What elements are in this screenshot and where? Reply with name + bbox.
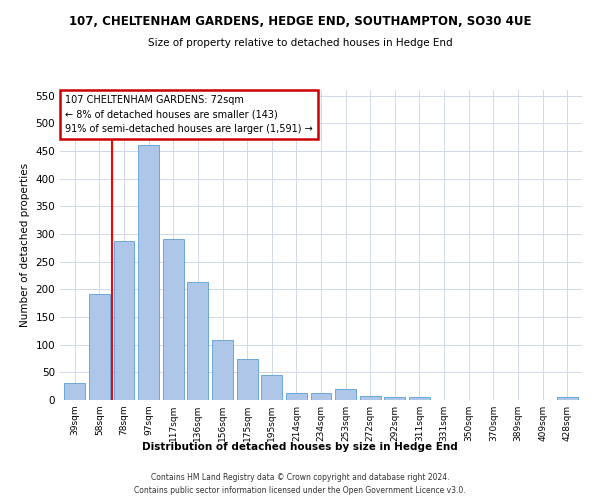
Text: 107, CHELTENHAM GARDENS, HEDGE END, SOUTHAMPTON, SO30 4UE: 107, CHELTENHAM GARDENS, HEDGE END, SOUT… [69, 15, 531, 28]
Bar [335, 389, 356, 400]
Bar [557, 397, 578, 400]
Bar [163, 240, 184, 400]
Text: Distribution of detached houses by size in Hedge End: Distribution of detached houses by size … [142, 442, 458, 452]
Text: Contains HM Land Registry data © Crown copyright and database right 2024.: Contains HM Land Registry data © Crown c… [151, 472, 449, 482]
Bar [138, 146, 159, 400]
Bar [187, 282, 208, 400]
Y-axis label: Number of detached properties: Number of detached properties [20, 163, 30, 327]
Bar [311, 394, 331, 400]
Text: Contains public sector information licensed under the Open Government Licence v3: Contains public sector information licen… [134, 486, 466, 495]
Bar [236, 359, 257, 400]
Bar [385, 396, 406, 400]
Bar [113, 241, 134, 400]
Bar [89, 294, 110, 400]
Bar [286, 394, 307, 400]
Bar [409, 397, 430, 400]
Text: 107 CHELTENHAM GARDENS: 72sqm
← 8% of detached houses are smaller (143)
91% of s: 107 CHELTENHAM GARDENS: 72sqm ← 8% of de… [65, 94, 313, 134]
Bar [261, 374, 282, 400]
Text: Size of property relative to detached houses in Hedge End: Size of property relative to detached ho… [148, 38, 452, 48]
Bar [360, 396, 381, 400]
Bar [212, 340, 233, 400]
Bar [64, 384, 85, 400]
